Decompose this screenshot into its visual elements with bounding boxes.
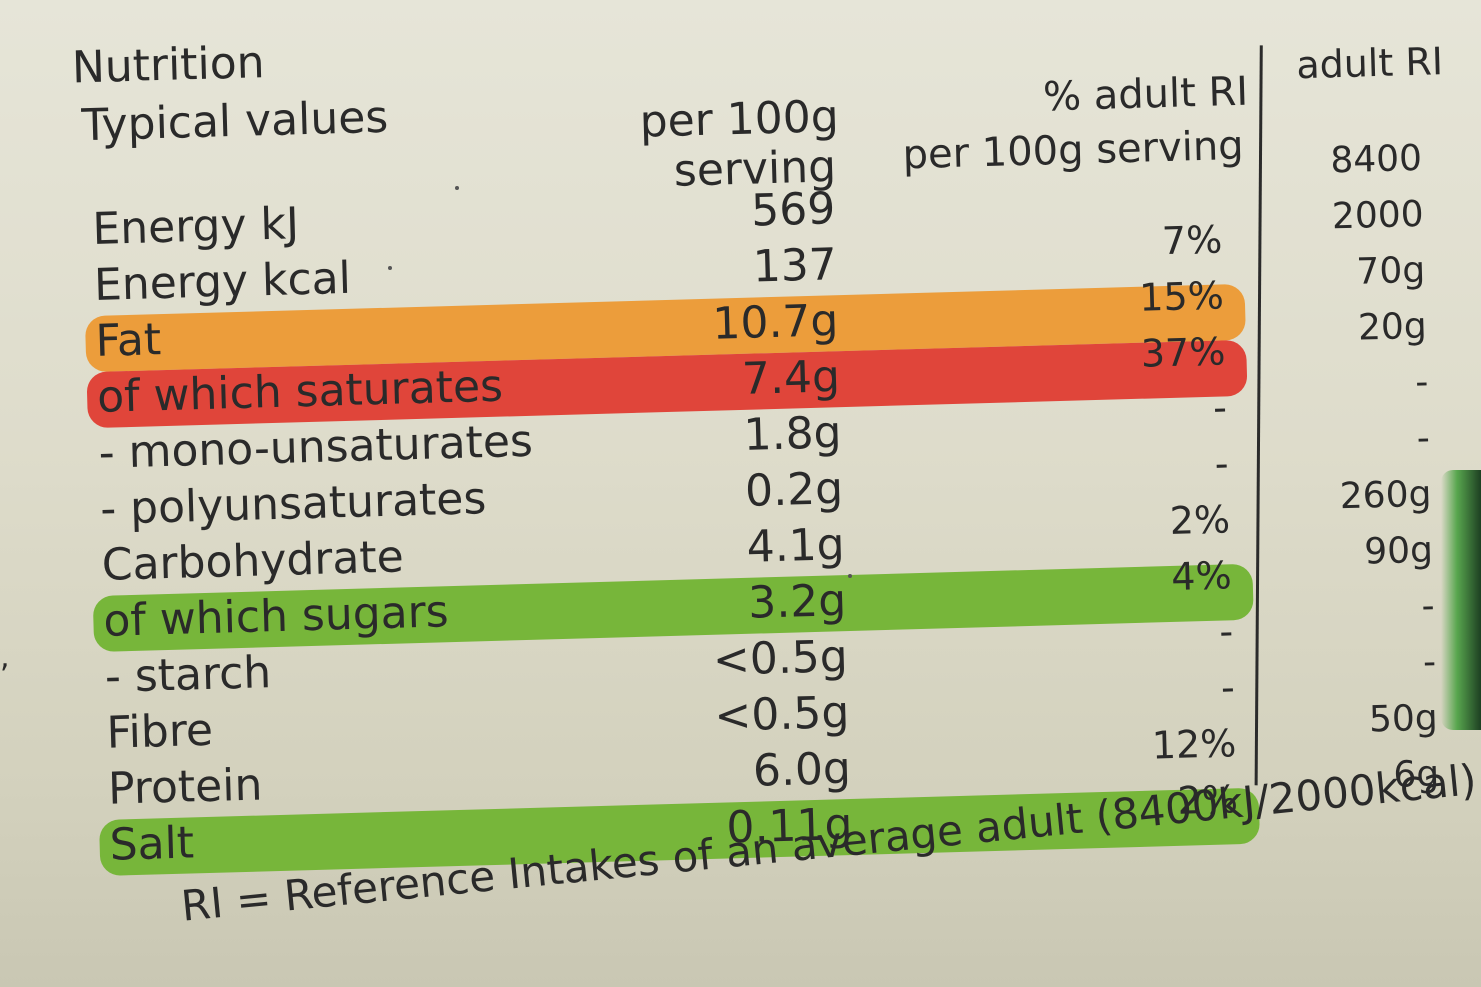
nutrient-label: Energy kJ	[91, 198, 300, 255]
nutrient-percent-ri: -	[1218, 609, 1234, 654]
nutrient-value: 7.4g	[741, 351, 841, 405]
nutrient-percent-ri: 12%	[1151, 721, 1237, 768]
nutrient-adult-ri: -	[1420, 585, 1436, 628]
nutrient-label: Fat	[94, 314, 162, 367]
nutrient-value: <0.5g	[713, 687, 850, 742]
nutrient-label: Carbohydrate	[101, 531, 405, 591]
nutrient-value: 6.0g	[752, 743, 852, 797]
nutrient-label: Fibre	[105, 704, 214, 759]
nutrient-label: of which sugars	[102, 586, 450, 647]
nutrient-label: Salt	[108, 817, 195, 871]
nutrient-percent-ri: 15%	[1138, 273, 1225, 320]
nutrient-percent-ri: 37%	[1140, 329, 1226, 376]
nutrient-value: 0.2g	[744, 463, 844, 517]
column-header-pct-line2: per 100g serving	[902, 122, 1245, 179]
nutrient-percent-ri: 4%	[1170, 553, 1233, 599]
nutrient-value: 569	[750, 183, 836, 237]
nutrition-rows: Energy kJ 569 8400 Energy kcal 137 7% 2000 Fat 1…	[0, 0, 1467, 877]
column-header-pct-line1: % adult RI	[1042, 68, 1249, 121]
packaging-edge-text: ,	[0, 640, 10, 675]
nutrient-adult-ri: 90g	[1363, 529, 1434, 573]
nutrient-percent-ri: 7%	[1161, 217, 1223, 264]
nutrient-adult-ri: 8400	[1329, 137, 1423, 182]
nutrient-value: 137	[752, 239, 838, 293]
nutrient-label: of which saturates	[96, 360, 504, 423]
speck	[848, 574, 852, 578]
nutrient-adult-ri: 70g	[1355, 249, 1426, 293]
nutrient-adult-ri: 20g	[1357, 305, 1428, 349]
nutrient-value: 1.8g	[742, 407, 843, 461]
nutrient-label: - polyunsaturates	[99, 473, 487, 535]
label-subtitle: Typical values	[80, 91, 389, 152]
packaging-edge-graphic	[1441, 470, 1481, 730]
nutrient-percent-ri: -	[1214, 441, 1230, 486]
nutrient-adult-ri: 260g	[1339, 473, 1432, 518]
nutrient-adult-ri: -	[1414, 361, 1429, 404]
nutrient-adult-ri: -	[1422, 641, 1437, 683]
nutrient-label: Energy kcal	[93, 252, 352, 311]
column-header-per100-line1: per 100g	[638, 91, 840, 148]
nutrient-adult-ri: -	[1416, 417, 1431, 460]
nutrient-value: 4.1g	[745, 519, 846, 573]
nutrient-adult-ri: 50g	[1368, 697, 1439, 741]
nutrient-percent-ri: -	[1220, 665, 1236, 710]
label-title: Nutrition	[71, 37, 266, 94]
nutrient-percent-ri: -	[1212, 385, 1228, 430]
nutrient-value: 10.7g	[711, 295, 840, 350]
speck	[455, 186, 459, 190]
nutrient-percent-ri: 2%	[1169, 497, 1231, 544]
nutrient-value: 3.2g	[747, 575, 847, 629]
nutrient-adult-ri: 2000	[1331, 193, 1425, 238]
nutrient-label: - mono-unsaturates	[98, 415, 534, 479]
speck	[388, 266, 392, 270]
column-divider	[1254, 45, 1263, 786]
nutrient-value: <0.5g	[712, 631, 849, 686]
column-header-ri: adult RI	[1295, 39, 1444, 88]
nutrient-label: Protein	[107, 759, 264, 815]
nutrient-label: - starch	[104, 647, 272, 703]
